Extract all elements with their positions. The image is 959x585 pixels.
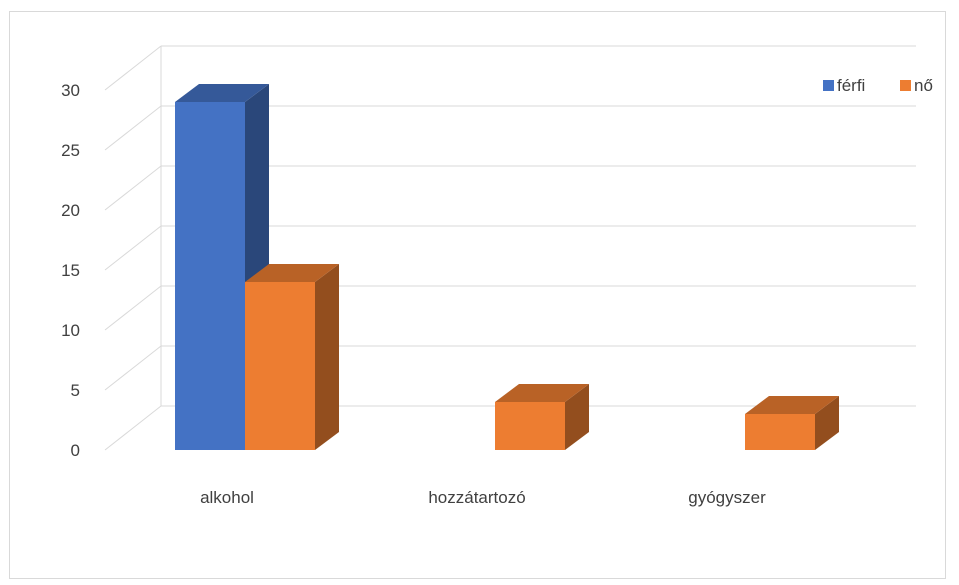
y-tick-label: 30: [61, 81, 80, 100]
bar-top: [745, 396, 839, 414]
y-tick-label: 20: [61, 201, 80, 220]
bar-top: [495, 384, 589, 402]
bar-top: [245, 264, 339, 282]
gridline-diagonal: [104, 405, 162, 451]
bar-alkohol-nő[interactable]: [245, 264, 339, 450]
gridline-diagonal: [104, 165, 162, 211]
gridline-diagonal: [104, 45, 162, 91]
legend-swatch: [823, 80, 834, 91]
legend-item-nő[interactable]: nő: [900, 76, 933, 95]
legend-label: férfi: [837, 76, 865, 95]
x-tick-label: gyógyszer: [688, 488, 766, 507]
bars: [175, 84, 839, 450]
y-tick-label: 15: [61, 261, 80, 280]
y-tick-label: 0: [71, 441, 80, 460]
legend[interactable]: férfi nő: [823, 76, 933, 95]
gridline-diagonal: [104, 105, 162, 151]
gridline-diagonal: [104, 345, 162, 391]
bar-front: [245, 282, 315, 450]
bar-hozzátartozó-nő[interactable]: [495, 384, 589, 450]
x-axis: alkohol hozzátartozó gyógyszer: [200, 488, 766, 507]
legend-item-férfi[interactable]: férfi: [823, 76, 865, 95]
gridline-diagonal: [104, 225, 162, 271]
bar-front: [175, 102, 245, 450]
bar-gyógyszer-nő[interactable]: [745, 396, 839, 450]
x-tick-label: hozzátartozó: [428, 488, 525, 507]
legend-swatch: [900, 80, 911, 91]
bar-side: [315, 264, 339, 450]
y-axis: 0 5 10 15 20 25 30: [61, 81, 80, 460]
x-tick-label: alkohol: [200, 488, 254, 507]
y-tick-label: 5: [71, 381, 80, 400]
bar-front: [495, 402, 565, 450]
bar-top: [175, 84, 269, 102]
bar-side: [565, 384, 589, 450]
y-tick-label: 10: [61, 321, 80, 340]
bar-alkohol-férfi[interactable]: [175, 84, 269, 450]
bar-front: [745, 414, 815, 450]
y-tick-label: 25: [61, 141, 80, 160]
legend-label: nő: [914, 76, 933, 95]
gridline-diagonal: [104, 285, 162, 331]
